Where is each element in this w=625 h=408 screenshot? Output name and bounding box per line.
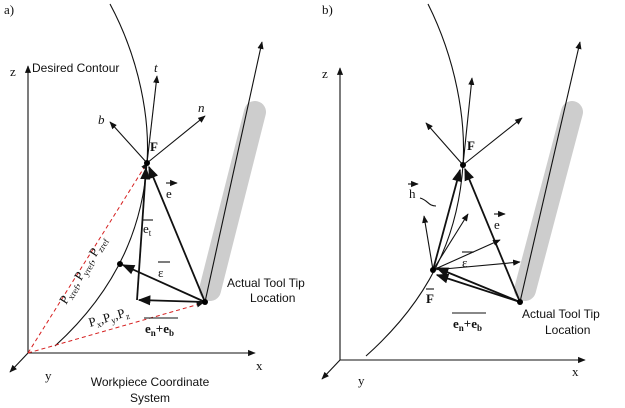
- point: [117, 261, 123, 267]
- b-axis: [110, 122, 147, 163]
- tool-axis: [205, 42, 262, 302]
- tool-label: Location: [250, 291, 295, 305]
- axis-label: x: [256, 358, 263, 373]
- vector-e: [149, 167, 205, 302]
- y-axis: [10, 353, 28, 372]
- axis-label: y: [45, 368, 52, 383]
- contour-label: Desired Contour: [32, 61, 119, 75]
- vector-label: en+eb: [145, 321, 174, 338]
- axis-label: z: [322, 66, 328, 81]
- point-label: F: [467, 138, 475, 153]
- subscript: b: [169, 328, 174, 338]
- panel-b: b) z x y F F h e ε en+eb Actual Tool Tip…: [322, 2, 600, 388]
- vector-label: e: [166, 186, 172, 201]
- plus: +: [156, 321, 163, 336]
- h-leader: [420, 198, 436, 206]
- ref-label: Pxref,Pyref,Pzref: [56, 233, 111, 307]
- vector-label: h: [409, 186, 416, 201]
- tool-tip: [517, 299, 523, 305]
- point-label: F: [150, 139, 158, 154]
- axis-label: z: [10, 64, 16, 79]
- axis-label: y: [358, 373, 365, 388]
- tool-label: Location: [545, 323, 590, 337]
- frame-label: n: [198, 100, 205, 115]
- vector-enb: [139, 300, 205, 302]
- vector-label: e: [494, 217, 500, 232]
- system-label: System: [130, 391, 170, 405]
- tool-axis: [520, 42, 580, 302]
- vector-enb: [437, 275, 520, 302]
- vector-label: en+eb: [453, 316, 482, 333]
- tool: [525, 112, 572, 290]
- y-axis: [322, 360, 340, 379]
- point-label: F: [426, 291, 434, 306]
- panel-label: a): [4, 2, 14, 17]
- diagram: a) z x y Desired Contour t n b F e et ε …: [0, 0, 625, 408]
- tool-label: Actual Tool Tip: [227, 276, 305, 290]
- vector-h: [433, 170, 460, 270]
- tool-label: Actual Tool Tip: [522, 307, 600, 321]
- axis-label: x: [572, 364, 579, 379]
- panel-label: b): [322, 2, 333, 17]
- actual-label: Px,Py,Pz: [87, 304, 131, 332]
- system-label: Workpiece Coordinate: [91, 375, 210, 389]
- contour: [366, 4, 464, 356]
- frame-axis: [424, 216, 433, 270]
- point-f: [460, 162, 466, 168]
- subscript: t: [149, 228, 152, 238]
- frame-label: t: [154, 60, 158, 75]
- tool: [210, 112, 255, 290]
- frame-label: b: [98, 112, 105, 127]
- point-f: [144, 160, 150, 166]
- frame-axis: [426, 123, 463, 165]
- point-f-hat: [430, 267, 436, 273]
- vector-label: et: [143, 221, 152, 238]
- subscript: b: [477, 323, 482, 333]
- vector-label: ε: [158, 265, 164, 280]
- plus: +: [464, 316, 471, 331]
- tool-tip: [202, 299, 208, 305]
- panel-a: a) z x y Desired Contour t n b F e et ε …: [4, 2, 305, 405]
- vector-label: ε: [462, 255, 468, 270]
